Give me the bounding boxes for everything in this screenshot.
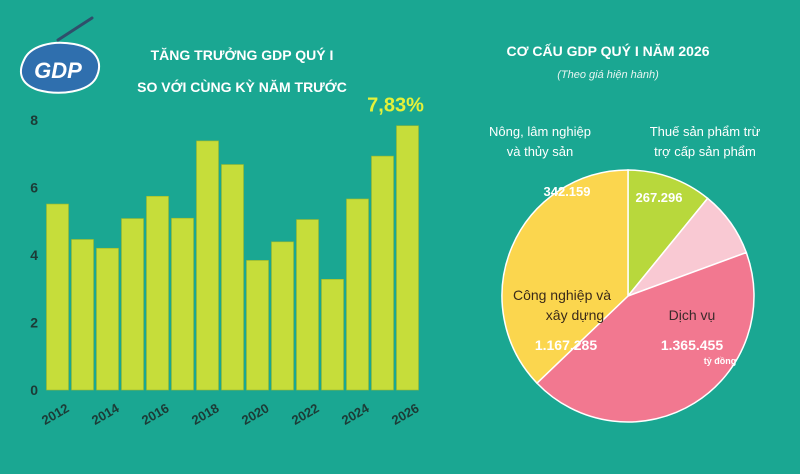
pie-chart: Nông, lâm nghiệp và thủy sản Thuế sản phẩm… [489, 124, 761, 423]
pie-label-services: Dịch vụ [669, 307, 716, 323]
pie-label-tax-line-2: trợ cấp sản phẩm [654, 144, 756, 159]
bar-2024 [346, 198, 369, 391]
bar-2025 [371, 155, 394, 391]
pie-value-tax: 267.296 [636, 190, 683, 205]
bar-2023 [321, 278, 344, 391]
y-tick-label: 0 [30, 382, 38, 398]
gdp-logo-text: GDP [34, 58, 82, 83]
x-tick-label: 2018 [189, 400, 222, 427]
pie-slice-0 [627, 169, 709, 299]
x-tick-label: 2026 [389, 400, 422, 427]
pie-value-agriculture: 342.159 [544, 184, 591, 199]
bar-2015 [121, 218, 144, 391]
pie-value-services: 1.365.455 [661, 337, 723, 353]
x-tick-label: 2024 [339, 400, 372, 428]
pie-value-industry: 1.167.285 [535, 337, 597, 353]
y-tick-label: 2 [30, 315, 38, 331]
y-tick-label: 6 [30, 180, 38, 196]
bar-2013 [71, 239, 94, 391]
x-tick-label: 2016 [139, 400, 172, 427]
gdp-logo: GDP [20, 16, 101, 94]
x-tick-label: 2012 [39, 400, 72, 427]
x-tick-label: 2014 [89, 400, 122, 428]
pie-slice-3 [501, 169, 629, 385]
pie-label-industry-line-2: xây dựng [546, 307, 604, 323]
pie-slice-2 [535, 251, 755, 423]
bar-chart-title-line-2: SO VỚI CÙNG KỲ NĂM TRƯỚC [137, 78, 347, 95]
bar-2019 [221, 164, 244, 391]
pie-unit-label: tỷ đồng [704, 356, 737, 366]
pie-label-tax-line-1: Thuế sản phẩm trừ [650, 124, 761, 139]
bar-2018 [196, 140, 219, 391]
bar-2012 [46, 203, 69, 391]
x-tick-label: 2020 [239, 400, 272, 427]
y-tick-label: 4 [30, 247, 38, 263]
pie-label-agriculture-line-2: và thủy sản [507, 144, 574, 159]
bar-chart: 0 2 4 6 8 2012 2014 2016 2018 2020 2022 2024 2026 7,8… [30, 95, 424, 428]
bar-2026 [396, 125, 419, 391]
pie-label-agriculture-line-1: Nông, lâm nghiệp [489, 124, 591, 139]
bar-chart-title-line-1: TĂNG TRƯỞNG GDP QUÝ I [151, 46, 334, 63]
bar-2014 [96, 247, 119, 391]
highlight-value-label: 7,83% [367, 95, 424, 117]
bar-2020 [246, 260, 269, 391]
pie-label-industry-line-1: Công nghiệp và [513, 287, 611, 303]
bar-2021 [271, 241, 294, 391]
bar-2017 [171, 217, 194, 391]
x-tick-label: 2022 [289, 400, 322, 427]
bar-2022 [296, 219, 319, 391]
pie-chart-subtitle: (Theo giá hiện hành) [557, 69, 659, 81]
bar-2016 [146, 195, 169, 391]
y-tick-label: 8 [30, 112, 38, 128]
pie-chart-title: CƠ CẤU GDP QUÝ I NĂM 2026 [506, 42, 709, 59]
